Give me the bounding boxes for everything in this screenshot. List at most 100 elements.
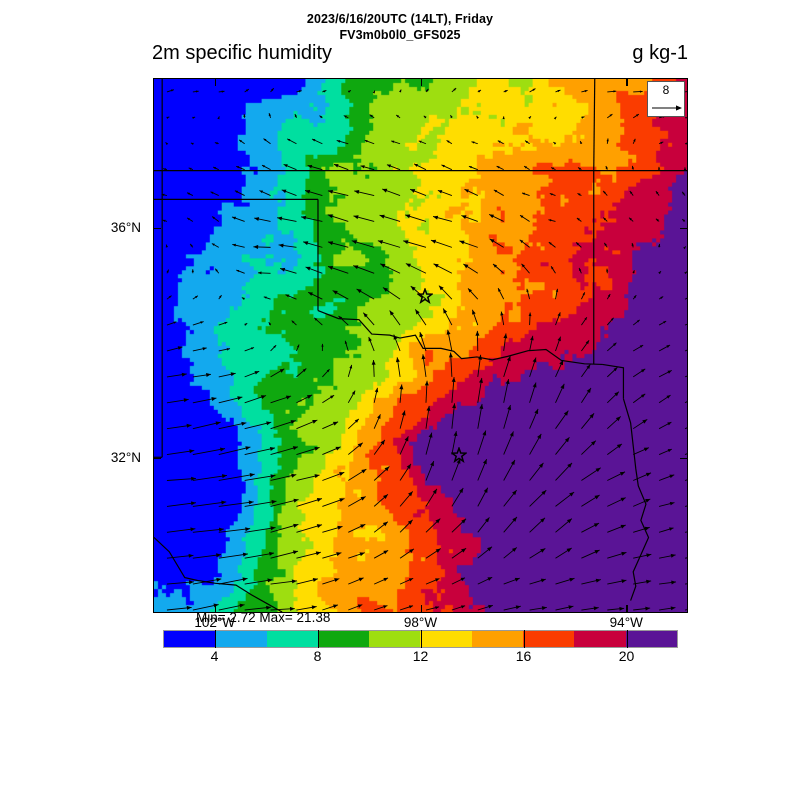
wind-vector <box>327 214 349 222</box>
wind-vector-overlay <box>161 87 687 611</box>
wind-vector <box>405 263 427 274</box>
wind-vector <box>270 344 277 352</box>
wind-vector <box>236 269 245 274</box>
wind-vector <box>244 578 273 585</box>
wind-vector <box>633 447 650 456</box>
wind-vector <box>658 370 672 378</box>
star-icon <box>417 288 434 305</box>
wind-vector <box>433 263 453 274</box>
colorbar-tick <box>214 630 216 648</box>
wind-vector <box>296 394 313 404</box>
wind-vector <box>261 164 271 171</box>
wind-vector <box>166 501 196 507</box>
wind-vector <box>374 605 388 611</box>
wind-vector <box>555 336 561 352</box>
wind-vector <box>684 375 687 378</box>
wind-vector <box>192 577 222 585</box>
wind-vector <box>658 270 662 275</box>
wind-vector <box>502 116 505 120</box>
wind-vector <box>581 467 601 481</box>
wind-vector <box>684 479 687 481</box>
wind-vector <box>606 293 611 300</box>
wind-vector <box>166 580 194 585</box>
wind-vector <box>327 189 349 196</box>
wind-vector <box>303 241 323 248</box>
wind-vector <box>321 343 324 351</box>
wind-vector <box>500 311 505 326</box>
wind-vector <box>451 87 457 93</box>
wind-vector <box>399 491 414 507</box>
wind-vector <box>683 167 687 171</box>
wind-vector <box>280 267 297 274</box>
wind-vector <box>166 398 189 404</box>
wind-vector <box>373 414 381 429</box>
border-rio-grande <box>154 537 283 612</box>
wind-vector <box>529 408 539 429</box>
wind-vector <box>555 491 575 507</box>
wind-vector <box>348 552 365 559</box>
wind-vector <box>477 459 488 481</box>
wind-vector <box>166 295 172 300</box>
wind-vector <box>244 447 276 456</box>
wind-vector <box>296 578 318 585</box>
wind-vector <box>524 140 530 145</box>
colorbar-tick-label: 16 <box>515 648 532 664</box>
wind-vector <box>373 466 390 481</box>
map-plot-area[interactable]: 8 <box>153 78 688 613</box>
wind-vector <box>332 290 349 300</box>
vector-reference-key: 8 <box>647 81 685 117</box>
wind-vector <box>632 319 640 326</box>
wind-vector <box>244 347 255 352</box>
wind-vector <box>192 347 207 352</box>
wind-vector <box>521 263 530 274</box>
station-star-south[interactable] <box>450 447 467 464</box>
wind-vector <box>581 494 600 507</box>
wind-vector <box>577 167 582 171</box>
wind-vector <box>362 312 375 326</box>
wind-vector <box>658 141 664 145</box>
wind-vector <box>633 472 652 481</box>
wind-vector <box>529 433 542 455</box>
wind-vector <box>348 496 366 507</box>
wind-vector <box>603 217 608 222</box>
wind-vector <box>371 360 376 377</box>
wind-vector <box>192 553 222 559</box>
colorbar-tick <box>626 630 628 648</box>
colorbar-segment-5 <box>420 631 472 647</box>
wind-vector <box>399 384 404 403</box>
colorbar-tick-label: 4 <box>210 648 219 664</box>
axis-tick <box>214 605 217 613</box>
map-clip <box>154 79 687 612</box>
wind-vector <box>234 190 245 196</box>
wind-vector <box>658 394 671 404</box>
wind-vector <box>364 139 375 145</box>
wind-vector <box>555 547 572 559</box>
wind-vector <box>632 344 644 352</box>
wind-vector <box>191 269 194 274</box>
wind-vector <box>268 112 272 118</box>
wind-vector <box>633 606 651 611</box>
wind-vector <box>578 267 582 274</box>
wind-vector <box>296 368 307 378</box>
station-star-north[interactable] <box>417 288 434 305</box>
wind-vector <box>451 547 467 559</box>
wind-vector <box>657 166 661 170</box>
wind-vector <box>607 471 626 481</box>
wind-vector <box>425 460 435 481</box>
wind-vector <box>322 90 327 93</box>
wind-vector <box>296 498 323 507</box>
wind-vector <box>581 116 585 119</box>
wind-vector <box>270 87 275 93</box>
wind-vector <box>555 312 561 326</box>
wind-vector <box>451 605 466 611</box>
wind-vector <box>503 547 518 559</box>
colorbar-segment-0 <box>164 631 216 647</box>
wind-vector <box>633 579 652 585</box>
wind-vector <box>684 427 687 430</box>
axis-tick <box>680 457 688 460</box>
wind-vector <box>529 357 537 378</box>
wind-vector <box>399 463 412 481</box>
wind-vector <box>461 215 478 222</box>
wind-vector <box>286 138 297 145</box>
